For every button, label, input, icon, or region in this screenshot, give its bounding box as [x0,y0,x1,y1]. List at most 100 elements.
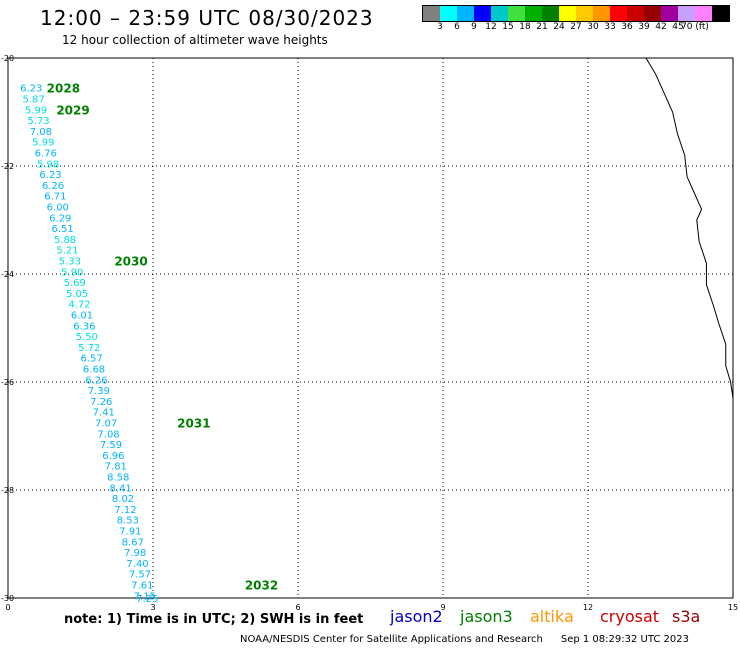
swh-value-label: 6.68 [83,365,105,376]
swh-value-label: 5.88 [54,235,76,246]
swh-value-label: 7.40 [126,559,148,570]
swh-value-label: 7.15 [134,591,156,602]
y-tick-label: -26 [1,378,14,387]
satellite-label-cryosat: cryosat [600,607,660,626]
map-frame [7,57,734,599]
color-legend [422,5,730,22]
swh-value-label: 7.26 [90,397,112,408]
swh-value-label: 8.67 [122,537,144,548]
legend-swatch [440,6,457,21]
swh-value-label: 7.08 [97,429,119,440]
time-mark-label: 2032 [245,579,278,593]
swh-value-label: 7.91 [119,527,141,538]
legend-label: 12 [485,22,497,32]
footer-timestamp: Sep 1 08:29:32 UTC 2023 [560,634,689,645]
map-subtitle: 12 hour collection of altimeter wave hei… [62,33,328,47]
swh-value-label: 7.57 [129,570,151,581]
legend-swatch [457,6,474,21]
legend-label: 36 [621,22,633,32]
swh-value-label: 5.50 [76,332,98,343]
legend-swatch [644,6,661,21]
x-tick-label: 3 [150,603,155,612]
y-tick-label: -22 [1,162,14,171]
swh-value-label: 6.00 [47,203,69,214]
swh-value-label: 8.02 [112,494,134,505]
map-title: 12:00 – 23:59 UTC 08/30/2023 [40,6,374,30]
footer: NOAA/NESDIS Center for Satellite Applica… [240,634,689,645]
swh-value-label: 5.98 [37,159,59,170]
footer-org: NOAA/NESDIS Center for Satellite Applica… [240,634,543,645]
swh-value-label: 5.90 [61,267,83,278]
time-mark-label: 2029 [56,103,89,117]
legend-label: 21 [536,22,548,32]
legend-label: 30 [587,22,599,32]
note-text: note: 1) Time is in UTC; 2) SWH is in fe… [64,612,364,627]
legend-label: 33 [604,22,616,32]
swh-value-label: 8.41 [110,483,132,494]
legend-swatch [423,6,440,21]
coastline [645,57,734,399]
legend-swatch [678,6,695,21]
legend-label: 70 (ft) [681,22,709,32]
swh-value-label: 6.57 [81,354,103,365]
swh-value-label: 6.29 [49,213,71,224]
swh-value-label: 6.71 [44,192,66,203]
time-mark-label: 2028 [47,82,80,96]
swh-value-label: 5.21 [56,246,78,257]
x-tick-label: 9 [440,603,445,612]
swh-value-label: 7.25 [136,594,158,605]
swh-value-label: 6.51 [52,224,74,235]
legend-label: 15 [502,22,514,32]
legend-swatch [576,6,593,21]
legend-label: 6 [454,22,460,32]
y-tick-label: -24 [1,270,14,279]
y-tick-label: -28 [1,486,14,495]
swh-value-label: 7.81 [105,462,127,473]
time-mark-label: 2030 [114,255,147,269]
legend-label: 39 [638,22,650,32]
swh-value-label: 6.96 [102,451,124,462]
swh-value-label: 5.99 [25,105,47,116]
y-tick-label: -30 [1,594,14,603]
swh-value-label: 5.05 [66,289,88,300]
legend-swatch [627,6,644,21]
swh-value-label: 8.53 [117,516,139,527]
swh-value-label: 6.01 [71,311,93,322]
swh-value-label: 6.23 [39,170,61,181]
legend-swatch [559,6,576,21]
x-tick-label: 0 [5,603,10,612]
swh-value-label: 5.73 [27,116,49,127]
legend-swatch [695,6,712,21]
legend-label: 3 [437,22,443,32]
legend-labels: 3 6 9 12 15 18 21 24 27 30 33 36 39 42 45 70 (ft) [422,22,740,34]
satellite-label-jason3: jason3 [460,607,513,626]
swh-value-label: 5.87 [23,95,45,106]
legend-swatch [610,6,627,21]
swh-value-label: 6.26 [85,375,107,386]
legend-swatch [712,6,729,21]
swh-value-label: 7.12 [114,505,136,516]
satellite-label-s3a: s3a [672,607,701,626]
legend-label: 45 [672,22,684,32]
swh-value-label: 6.76 [35,149,57,160]
legend-label: 24 [553,22,565,32]
legend-label: 18 [519,22,531,32]
swh-value-label: 7.41 [93,408,115,419]
x-tick-label: 12 [583,603,593,612]
x-tick-label: 6 [295,603,300,612]
swh-value-label: 7.08 [30,127,52,138]
y-tick-label: -20 [1,54,14,63]
swh-value-label: 5.69 [64,278,86,289]
swh-value-label: 5.72 [78,343,100,354]
legend-swatch [508,6,525,21]
legend-swatch [525,6,542,21]
legend-label: 42 [655,22,667,32]
swh-value-label: 5.99 [32,138,54,149]
satellite-label-altika: altika [530,607,574,626]
swh-value-label: 7.39 [88,386,110,397]
swh-value-label: 7.59 [100,440,122,451]
legend-swatch [474,6,491,21]
swh-value-label: 5.33 [59,257,81,268]
legend-swatch [593,6,610,21]
